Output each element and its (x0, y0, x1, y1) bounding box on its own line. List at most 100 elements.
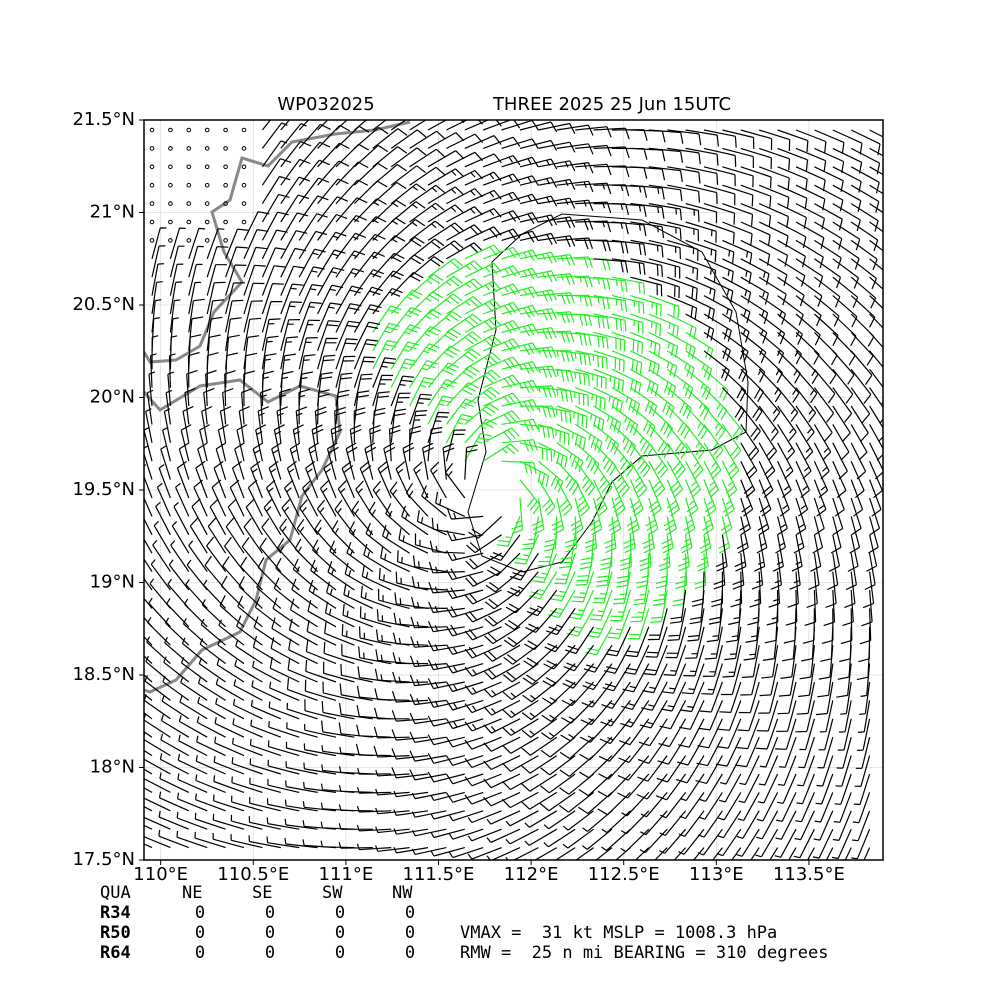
wind-barb (151, 317, 160, 351)
calm-marker (149, 164, 155, 170)
wind-barb (580, 700, 613, 726)
wind-barb (600, 700, 631, 727)
wind-barb (266, 836, 300, 849)
wind-barb (538, 273, 575, 285)
wind-barb (850, 313, 875, 347)
wind-barb (777, 424, 796, 461)
wind-barb (558, 791, 594, 813)
wind-barb (747, 589, 760, 626)
wind-barb (213, 460, 227, 499)
wind-barb (236, 615, 263, 646)
wind-barb (675, 553, 687, 590)
wind-barb (284, 479, 300, 517)
wind-barb (758, 239, 789, 267)
wind-barb (703, 313, 732, 342)
wind-barb (335, 268, 365, 296)
wind-barb (662, 663, 687, 694)
wind-barb (375, 826, 410, 834)
wind-barb (395, 461, 411, 499)
wind-barb (519, 479, 541, 515)
wind-barb (758, 276, 787, 306)
wind-barb (161, 695, 190, 720)
wind-barb (736, 810, 760, 839)
wind-barb (538, 330, 575, 343)
wind-barb (217, 638, 245, 665)
wind-barb (464, 418, 497, 444)
calm-marker (149, 201, 155, 206)
wind-barb (390, 324, 421, 352)
wind-barb (596, 553, 613, 587)
wind-barb (647, 608, 668, 641)
table-cell: 0 (195, 943, 205, 963)
wind-barb (338, 785, 373, 793)
wind-barb (640, 810, 668, 836)
wind-barb (685, 368, 712, 400)
wind-barb (430, 810, 465, 820)
wind-barb (446, 348, 481, 370)
wind-barb (667, 147, 701, 165)
wind-barb (243, 282, 265, 315)
calm-marker (149, 146, 155, 151)
wind-barb (156, 482, 171, 517)
wind-barb (685, 203, 718, 224)
wind-barb (144, 636, 153, 646)
wind-barb (762, 626, 779, 661)
calm-marker (241, 127, 247, 133)
wind-barb (286, 460, 300, 499)
wind-barb (832, 810, 852, 841)
wind-barb (176, 460, 190, 499)
wind-barb (390, 341, 420, 370)
wind-barb (268, 701, 300, 720)
wind-barb (280, 120, 291, 131)
wind-barb (740, 387, 763, 422)
wind-barb (464, 773, 502, 787)
wind-barb (554, 553, 576, 585)
wind-barb (658, 534, 671, 572)
wind-barb (611, 313, 644, 334)
wind-barb (611, 423, 637, 457)
wind-barb (298, 141, 331, 168)
wind-barb (261, 301, 283, 333)
wind-barb (501, 120, 539, 131)
wind-barb (783, 608, 797, 644)
wind-barb (393, 809, 429, 816)
wind-barb (504, 607, 539, 631)
wind-barb (335, 285, 364, 315)
wind-barb (759, 736, 779, 768)
wind-barb (850, 239, 878, 271)
wind-barb (514, 534, 539, 565)
wind-barb (483, 699, 521, 716)
wind-barb (337, 480, 355, 517)
wind-barb (427, 132, 465, 149)
wind-barb (166, 598, 190, 628)
wind-barb (645, 497, 659, 536)
wind-barb (556, 237, 594, 250)
wind-barb (795, 460, 810, 499)
wind-barb (375, 788, 410, 796)
calm-marker (223, 164, 228, 170)
wind-barb (257, 406, 269, 443)
wind-barb (409, 308, 442, 333)
wind-barb (622, 663, 650, 693)
wind-barb (446, 188, 483, 205)
wind-barb (241, 388, 253, 425)
wind-barb (391, 710, 429, 722)
wind-barb (814, 129, 845, 154)
wind-barb (144, 806, 153, 812)
wind-barb (232, 718, 263, 738)
wind-barb (148, 371, 156, 407)
wind-barb (538, 423, 570, 446)
wind-barb (501, 323, 539, 337)
wind-barb (758, 442, 776, 480)
wind-barb (248, 816, 281, 830)
wind-barb (538, 442, 568, 469)
table-cell: 0 (195, 923, 205, 943)
wind-barb (298, 266, 325, 296)
wind-barb (814, 276, 841, 308)
wind-barb (593, 405, 622, 434)
wind-barb (280, 158, 311, 186)
calm-marker (241, 146, 247, 151)
wind-barb (184, 387, 196, 425)
wind-barb (261, 265, 286, 296)
wind-barb (205, 369, 217, 407)
